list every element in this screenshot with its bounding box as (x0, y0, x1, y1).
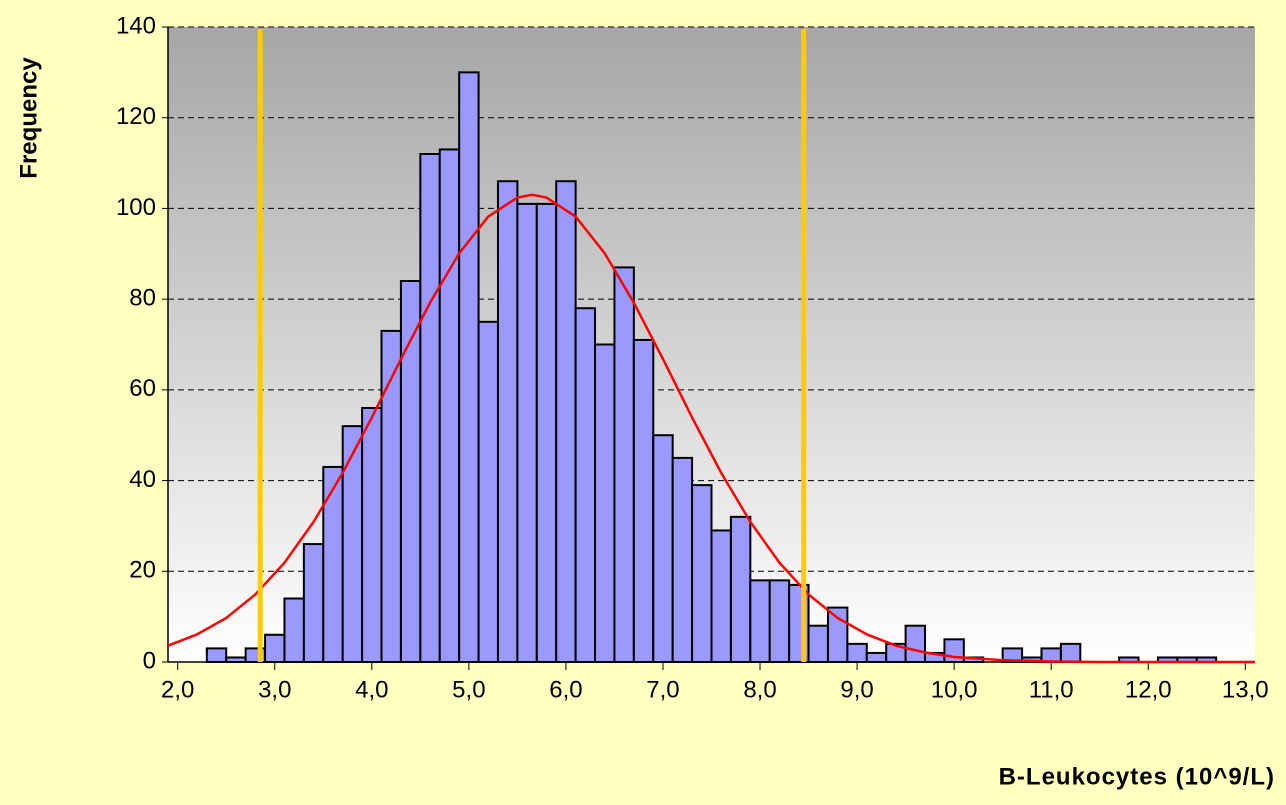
bar (438, 148, 461, 663)
x-tick-label: 9,0 (840, 676, 873, 703)
bar (594, 343, 616, 663)
bar (768, 579, 791, 663)
y-tick-label: 20 (129, 557, 156, 584)
x-axis-label: B-Leukocytes (10^9/L) (999, 763, 1275, 790)
y-axis-label: Frequency (15, 57, 42, 179)
bar (341, 425, 364, 663)
y-tick-label: 0 (143, 647, 156, 674)
y-tick-label: 60 (129, 375, 156, 402)
y-tick-label: 140 (116, 12, 156, 39)
x-tick-label: 2,0 (161, 676, 194, 703)
y-tick-label: 80 (129, 284, 156, 311)
bar (361, 407, 383, 663)
x-tick-label: 11,0 (1029, 676, 1074, 703)
bar (729, 515, 752, 663)
x-tick-label: 6,0 (549, 676, 582, 703)
bar (652, 434, 674, 664)
bar (710, 529, 732, 664)
y-tick-label: 120 (116, 103, 156, 130)
y-tick-label: 40 (129, 466, 156, 493)
bar (535, 202, 558, 663)
bar (749, 579, 771, 663)
x-tick-label: 3,0 (258, 676, 291, 703)
bar (555, 180, 577, 663)
bar (496, 180, 519, 663)
bar (691, 484, 713, 663)
y-tick-label: 100 (116, 194, 156, 221)
x-tick-label: 10,0 (931, 676, 978, 703)
bar (807, 624, 829, 664)
bar (1059, 642, 1082, 663)
x-tick-label: 8,0 (743, 676, 776, 703)
bar (574, 307, 597, 663)
bar (846, 642, 868, 663)
bar (613, 266, 635, 663)
bar (419, 153, 441, 663)
bar (671, 456, 694, 663)
x-tick-label: 4,0 (355, 676, 388, 703)
bar (205, 647, 228, 664)
bar (322, 465, 344, 664)
bar (632, 338, 655, 663)
bar (826, 606, 849, 663)
bar (904, 624, 927, 664)
bar (264, 633, 286, 663)
bar (865, 651, 888, 664)
x-tick-label: 5,0 (452, 676, 485, 703)
bar (283, 597, 305, 663)
bar (477, 320, 499, 663)
bar (516, 202, 538, 663)
bar (1040, 647, 1062, 664)
x-tick-label: 12,0 (1125, 676, 1172, 703)
x-tick-label: 7,0 (646, 676, 679, 703)
normal-curve (167, 193, 1255, 664)
bar (458, 71, 480, 664)
x-tick-label: 13,0 (1222, 676, 1269, 703)
bar (302, 543, 325, 663)
